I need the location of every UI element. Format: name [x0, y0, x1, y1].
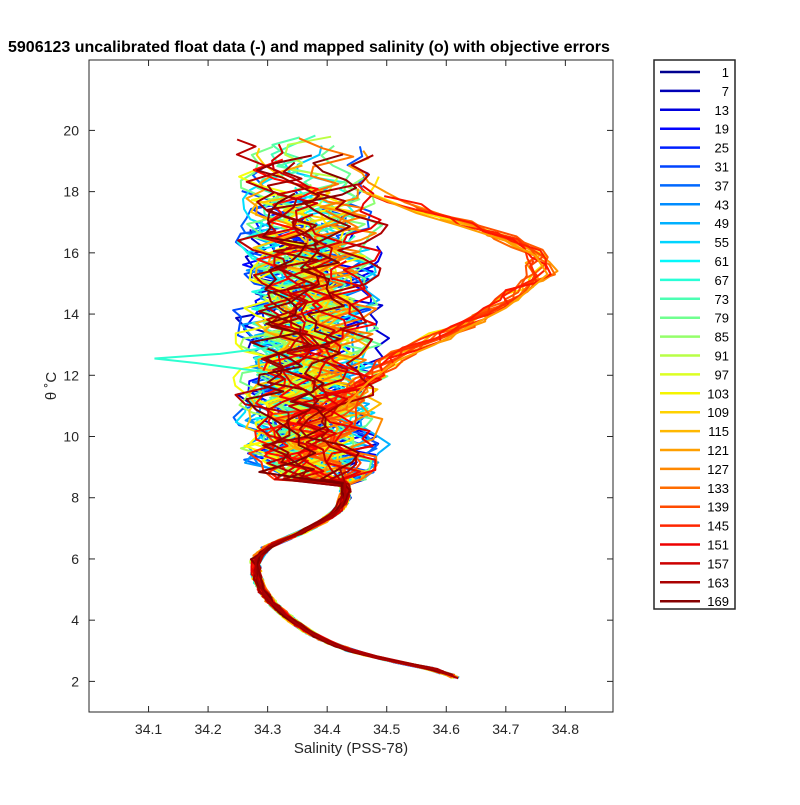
legend-label: 115 [708, 424, 729, 439]
legend-label: 97 [715, 367, 729, 382]
legend-entry: 19 [660, 122, 729, 137]
legend-label: 67 [715, 273, 729, 288]
y-tick-label: 20 [63, 122, 79, 138]
legend-label: 49 [715, 216, 729, 231]
axes-box [88, 59, 614, 713]
x-tick-label: 34.1 [135, 721, 162, 737]
legend-entry: 139 [660, 500, 729, 515]
legend-entry: 85 [660, 330, 729, 345]
legend-label: 169 [707, 594, 729, 609]
legend-entry: 31 [660, 160, 729, 175]
legend-entry: 97 [660, 367, 729, 382]
profile-line-warm-branch [344, 190, 549, 407]
legend-label: 1 [722, 65, 729, 80]
legend-label: 19 [715, 122, 729, 137]
legend-label: 157 [707, 556, 729, 571]
y-tick-label: 12 [63, 367, 79, 383]
legend-entry: 25 [660, 141, 729, 156]
profile-lines [154, 134, 559, 680]
profile-line [234, 138, 454, 678]
chart-title: 5906123 uncalibrated float data (-) and … [8, 39, 610, 56]
profile-line-fresh-excursion [154, 346, 268, 374]
legend-entry: 91 [660, 349, 729, 364]
x-tick-label: 34.3 [254, 721, 281, 737]
legend-label: 73 [715, 292, 729, 307]
x-axis-label: Salinity (PSS-78) [294, 740, 408, 757]
legend-entry: 7 [660, 84, 729, 99]
x-tick-label: 34.2 [194, 721, 221, 737]
legend-entry: 67 [660, 273, 729, 288]
legend-entry: 121 [660, 443, 729, 458]
legend-entry: 133 [660, 481, 729, 496]
legend: 1 7 13 19 25 31 37 43 49 55 61 67 73 79 85 91 97 103 109 11… [653, 59, 736, 610]
legend-entry: 109 [660, 405, 729, 420]
legend-entry: 13 [660, 103, 729, 118]
legend-box [653, 59, 736, 610]
profile-line [255, 161, 452, 677]
legend-entry: 115 [660, 424, 729, 439]
y-axis-label: θ ˚C [43, 372, 60, 401]
y-tick-label: 16 [63, 245, 79, 261]
legend-label: 163 [707, 575, 729, 590]
y-tick-label: 4 [71, 612, 79, 628]
legend-entry: 103 [660, 386, 729, 401]
legend-entry: 37 [660, 178, 729, 193]
legend-label: 25 [715, 141, 729, 156]
legend-entry: 157 [660, 556, 729, 571]
legend-label: 13 [715, 103, 729, 118]
y-axis-ticks: 2 4 6 8 10 12 14 16 18 20 [63, 122, 613, 689]
x-axis-ticks: 34.1 34.2 34.3 34.4 34.5 34.6 34.7 34.8 [135, 60, 579, 737]
legend-label: 133 [707, 481, 729, 496]
legend-label: 37 [715, 178, 729, 193]
legend-label: 127 [707, 462, 729, 477]
y-tick-label: 8 [71, 490, 79, 506]
y-tick-label: 18 [63, 184, 79, 200]
legend-label: 139 [707, 500, 729, 515]
profile-line [245, 192, 453, 676]
x-tick-label: 34.8 [552, 721, 579, 737]
x-tick-label: 34.7 [492, 721, 519, 737]
legend-label: 103 [707, 386, 729, 401]
legend-entry: 151 [660, 538, 729, 553]
legend-label: 151 [707, 538, 729, 553]
legend-entry: 127 [660, 462, 729, 477]
x-tick-label: 34.5 [373, 721, 400, 737]
legend-entry: 169 [660, 594, 729, 609]
x-tick-label: 34.4 [314, 721, 341, 737]
legend-entry: 79 [660, 311, 729, 326]
legend-label: 43 [715, 197, 729, 212]
legend-entry: 1 [660, 65, 729, 80]
legend-entry: 55 [660, 235, 729, 250]
y-tick-label: 6 [71, 551, 79, 567]
legend-label: 55 [715, 235, 729, 250]
legend-entry: 61 [660, 254, 729, 269]
profile-line-deep [254, 466, 459, 680]
legend-label: 61 [715, 254, 729, 269]
legend-label: 31 [715, 160, 729, 175]
legend-label: 85 [715, 330, 729, 345]
y-tick-label: 14 [63, 306, 79, 322]
legend-label: 91 [715, 349, 729, 364]
legend-entry: 49 [660, 216, 729, 231]
legend-entry: 145 [660, 519, 729, 534]
legend-entry: 163 [660, 575, 729, 590]
legend-label: 145 [707, 519, 729, 534]
y-tick-label: 10 [63, 429, 79, 445]
legend-label: 121 [707, 443, 729, 458]
y-tick-label: 2 [71, 673, 79, 689]
x-tick-label: 34.6 [433, 721, 460, 737]
legend-label: 109 [707, 405, 729, 420]
legend-label: 7 [722, 84, 729, 99]
legend-entry: 73 [660, 292, 729, 307]
legend-label: 79 [715, 311, 729, 326]
legend-entry: 43 [660, 197, 729, 212]
